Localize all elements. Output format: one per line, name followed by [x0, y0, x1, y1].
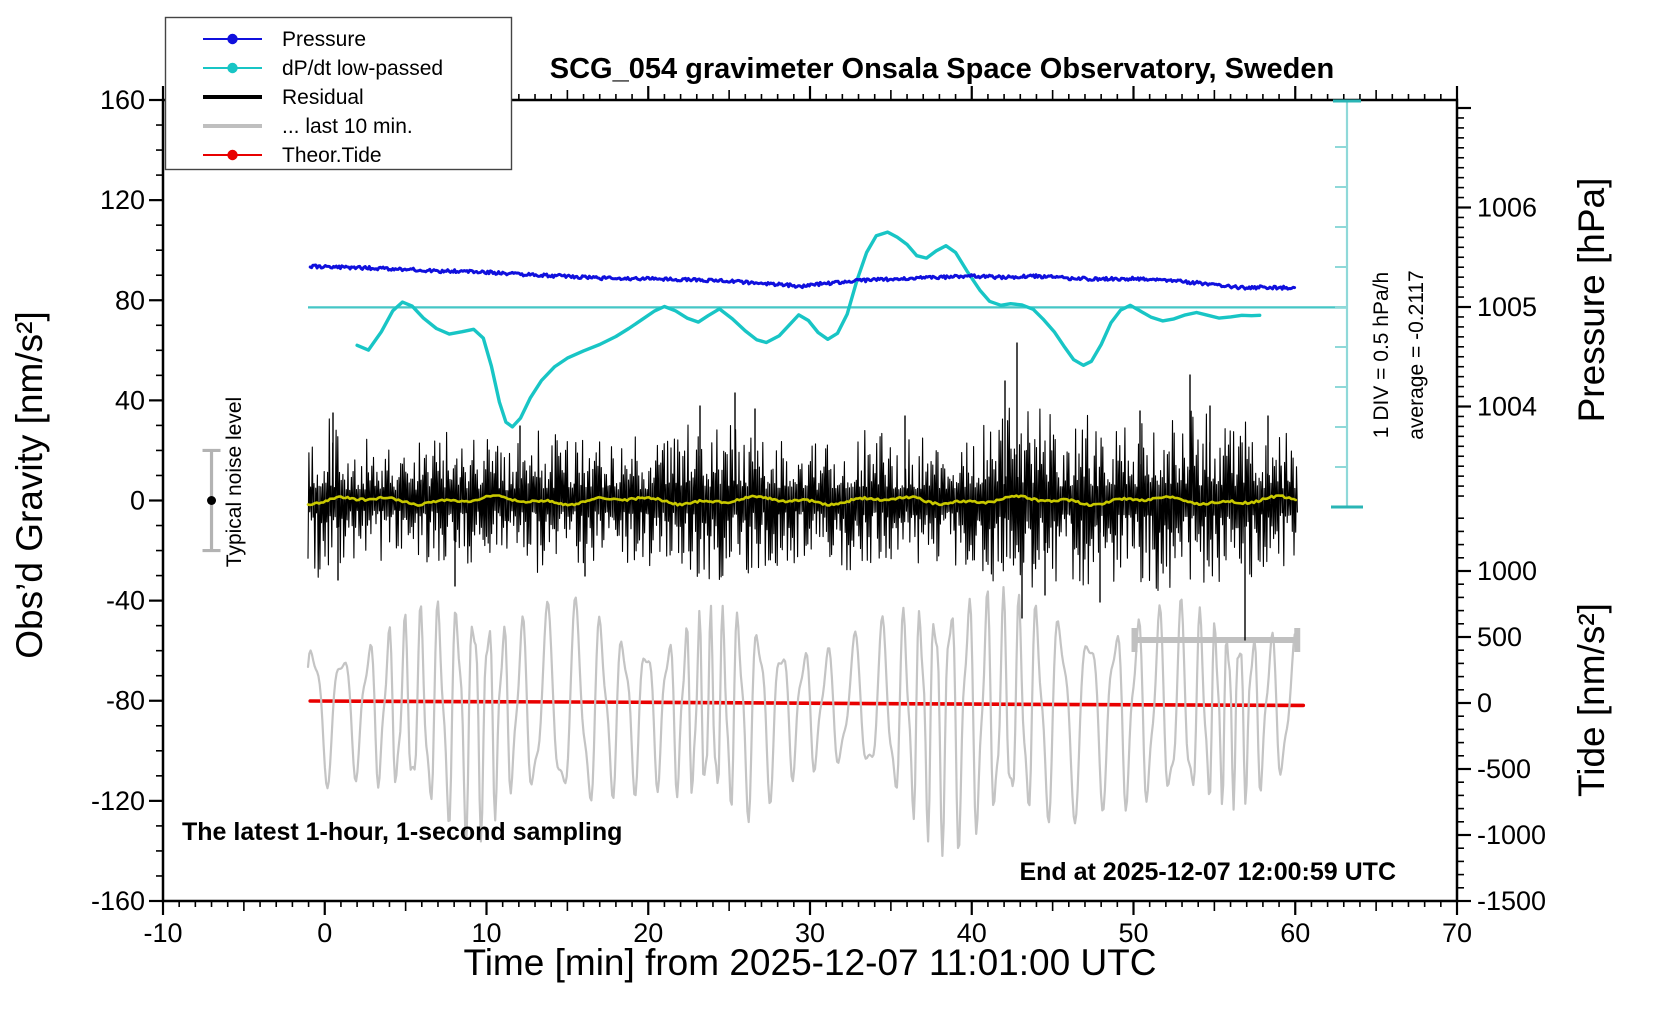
gravity-tick-label: 120 [100, 185, 145, 215]
x-tick-label: 30 [795, 918, 825, 948]
end-time-note: End at 2025-12-07 12:00:59 UTC [1019, 858, 1396, 886]
y-axis-title-tide: Tide [nm/s²] [1571, 603, 1612, 797]
x-tick-label: 50 [1118, 918, 1148, 948]
gravity-tick-label: -40 [106, 586, 145, 616]
x-tick-label: 10 [471, 918, 501, 948]
legend-item-label: Theor.Tide [282, 144, 382, 167]
x-tick-label: 0 [317, 918, 332, 948]
sampling-note: The latest 1-hour, 1-second sampling [182, 818, 622, 846]
x-tick-label: -10 [143, 918, 182, 948]
gravity-tick-label: 40 [115, 385, 145, 415]
tide-tick-label: 500 [1477, 622, 1522, 652]
tide-tick-label: -1500 [1477, 886, 1546, 916]
series-pressure [308, 263, 1297, 291]
x-tick-label: 70 [1442, 918, 1472, 948]
average-note: average = -0.2117 [1405, 270, 1428, 440]
pressure-tick-label: 1006 [1477, 193, 1537, 223]
tide-tick-label: 1000 [1477, 556, 1537, 586]
gravity-tick-label: 80 [115, 285, 145, 315]
x-tick-label: 60 [1280, 918, 1310, 948]
noise-errorbar-dot [207, 496, 217, 505]
x-tick-label: 20 [633, 918, 663, 948]
legend-marker-dot [227, 149, 238, 161]
gravity-tick-label: 0 [130, 486, 145, 516]
series-last-10-min [306, 585, 1296, 858]
legend-marker-dot [227, 62, 238, 74]
pressure-tick-label: 1005 [1477, 292, 1537, 322]
gravity-tick-label: -120 [91, 786, 145, 816]
legend-marker-dot [227, 33, 238, 45]
gravity-tick-label: -160 [91, 886, 145, 916]
legend-item-label: Residual [282, 86, 364, 109]
noise-level-note: Typical noise level [223, 397, 246, 567]
legend-item-label: Pressure [282, 28, 366, 51]
div-scale-note: 1 DIV = 0.5 hPa/h [1370, 272, 1393, 438]
legend-item-label: dP/dt low-passed [282, 57, 443, 80]
plot-frame [161, 98, 1459, 903]
series-residual [307, 407, 1298, 592]
x-tick-label: 40 [957, 918, 987, 948]
tide-tick-label: 0 [1477, 688, 1492, 718]
pressure-tick-label: 1004 [1477, 392, 1537, 422]
tide-tick-label: -500 [1477, 754, 1531, 784]
series-dpdt [355, 230, 1262, 429]
y-axis-title-gravity: Obs’d Gravity [nm/s²] [9, 311, 50, 658]
x-axis-title: Time [min] from 2025-12-07 11:01:00 UTC [463, 942, 1156, 983]
gravity-tick-label: 160 [100, 85, 145, 115]
legend-item-label: ... last 10 min. [282, 115, 413, 138]
page-title: SCG_054 gravimeter Onsala Space Observat… [550, 53, 1334, 85]
gravity-tick-label: -80 [106, 686, 145, 716]
y-axis-title-pressure: Pressure [hPa] [1571, 178, 1612, 423]
series-residual-lowpass [306, 494, 1298, 508]
tide-tick-label: -1000 [1477, 820, 1546, 850]
legend-box [164, 16, 513, 171]
